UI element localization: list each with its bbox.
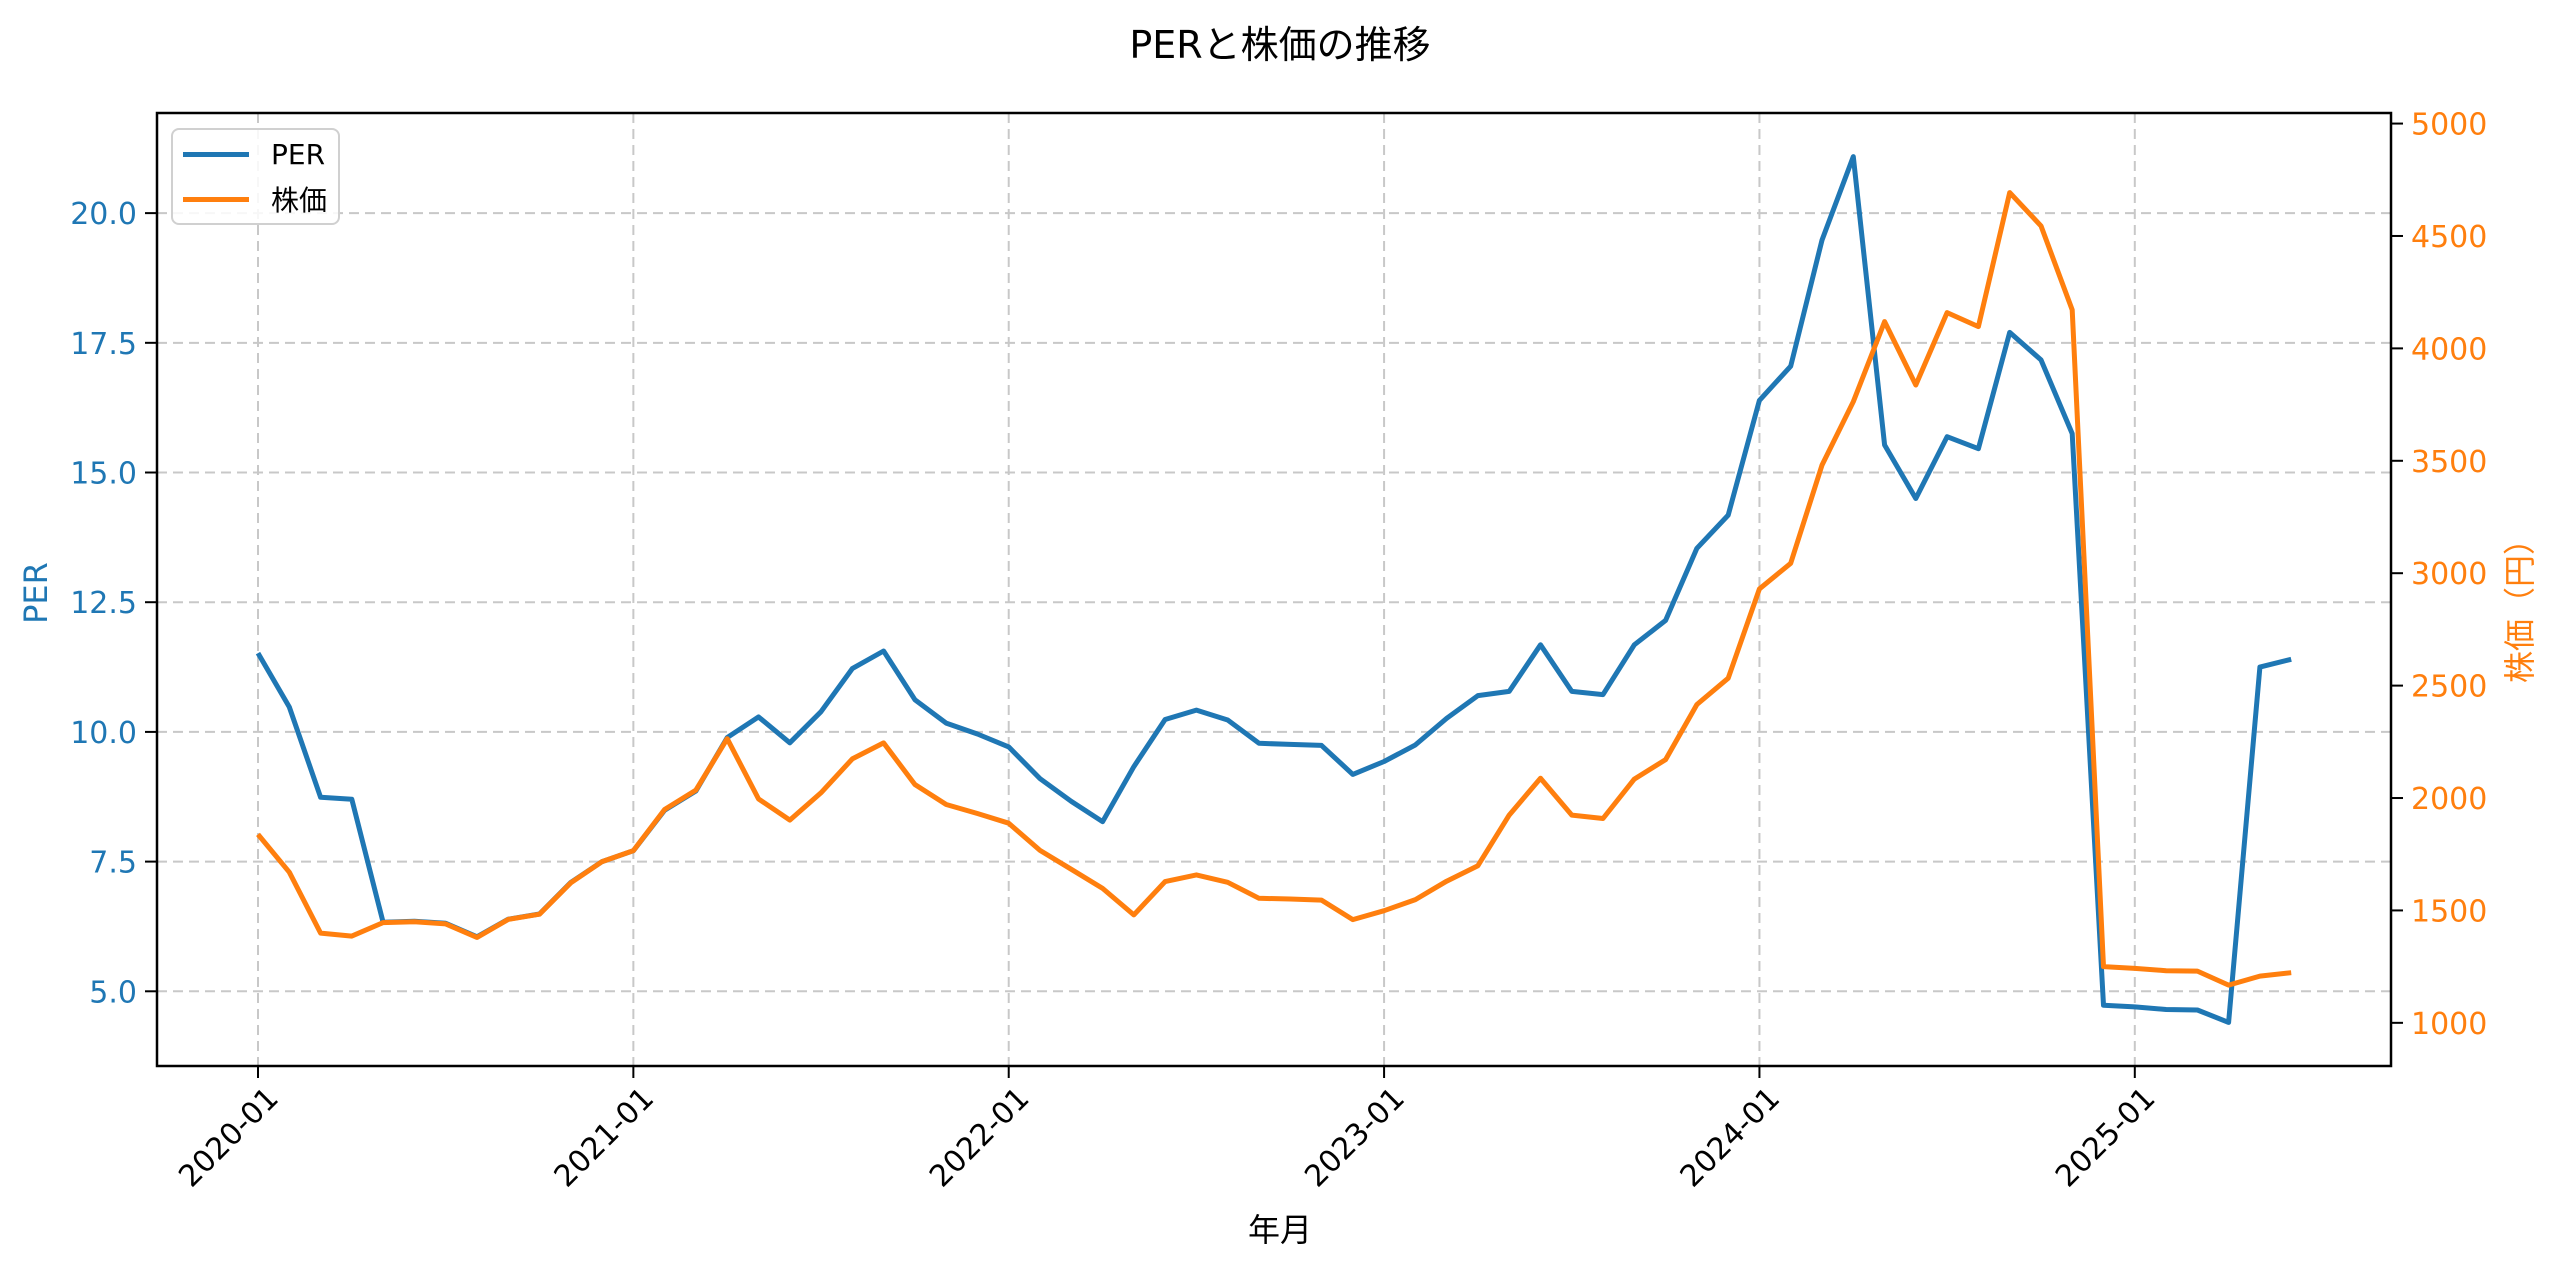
legend-item-price: 株価 xyxy=(183,184,327,217)
x-tick-label: 2020-01 xyxy=(172,1081,285,1194)
legend-swatch-per xyxy=(183,151,249,157)
x-tick-label: 2025-01 xyxy=(2049,1081,2162,1194)
y-tick-label-left: 15.0 xyxy=(70,457,137,492)
right-y-axis-ticks: 1000 1500 2000 2500 3000 3500 4000 4500 5000 xyxy=(2391,108,2487,1042)
y-tick-label-right: 1000 xyxy=(2411,1007,2487,1042)
legend: PER 株価 xyxy=(171,128,340,225)
legend-label-price: 株価 xyxy=(271,184,328,217)
plot-frame xyxy=(155,111,2393,1068)
legend-label-per: PER xyxy=(271,137,326,171)
x-tick-label: 2022-01 xyxy=(923,1081,1036,1194)
left-y-axis-label: PER xyxy=(17,562,55,624)
y-tick-label-right: 1500 xyxy=(2411,894,2487,929)
grid-lines xyxy=(157,113,2391,1066)
y-tick-label-right: 4500 xyxy=(2411,220,2487,255)
y-tick-label-right: 3500 xyxy=(2411,445,2487,480)
x-tick-label: 2023-01 xyxy=(1298,1081,1411,1194)
y-tick-label-right: 2500 xyxy=(2411,670,2487,705)
x-axis-ticks: 2020-01 2021-01 2022-01 2023-01 2024-01 2025-… xyxy=(172,1066,2162,1194)
series-lines xyxy=(255,154,2292,1025)
y-tick-label-left: 12.5 xyxy=(70,586,137,621)
left-y-axis-ticks: 5.0 7.5 10.0 12.5 15.0 17.5 20.0 xyxy=(70,197,157,1010)
y-tick-label-left: 17.5 xyxy=(70,327,137,362)
y-tick-label-right: 2000 xyxy=(2411,782,2487,817)
legend-swatch-price xyxy=(183,196,249,202)
y-tick-label-left: 10.0 xyxy=(70,716,137,751)
y-tick-label-left: 20.0 xyxy=(70,197,137,232)
y-tick-label-right: 5000 xyxy=(2411,108,2487,143)
y-tick-label-left: 5.0 xyxy=(89,975,137,1010)
x-axis-label: 年月 xyxy=(1247,1211,1312,1249)
y-tick-label-right: 3000 xyxy=(2411,557,2487,592)
chart-title: PERと株価の推移 xyxy=(1129,23,1431,67)
y-tick-label-right: 4000 xyxy=(2411,332,2487,367)
x-tick-label: 2024-01 xyxy=(1674,1081,1787,1194)
y-tick-label-left: 7.5 xyxy=(89,846,137,881)
legend-item-per: PER xyxy=(183,137,326,171)
right-y-axis-label: 株価（円） xyxy=(2501,522,2539,684)
x-tick-label: 2021-01 xyxy=(548,1081,661,1194)
price-series-line xyxy=(256,190,2292,988)
